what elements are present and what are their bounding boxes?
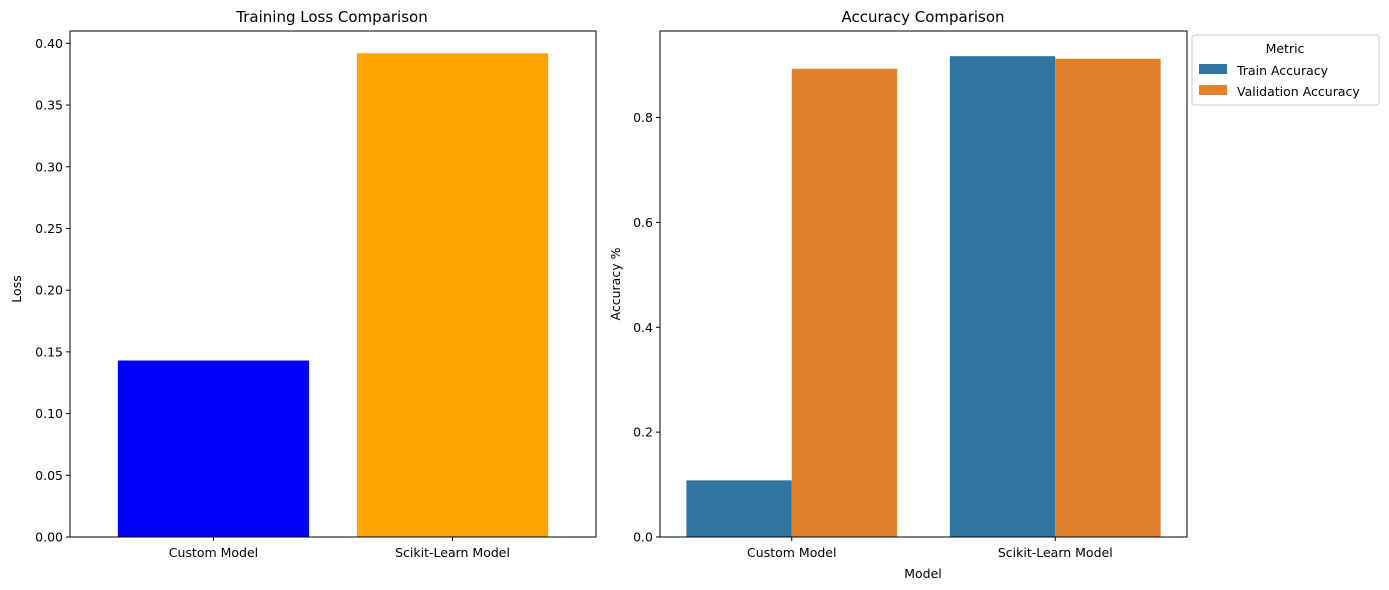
y-tick-label: 0.40 [35,36,63,51]
accuracy-chart: Accuracy Comparison 0.0 0.2 0.4 0.6 0.8 Cust… [608,8,1188,581]
y-tick-label: 0.35 [35,98,63,113]
y-tick-label: 0.6 [633,215,653,230]
loss-plot-frame [69,30,597,538]
legend-box [1191,34,1380,106]
y-tick-label: 0.15 [35,344,63,359]
loss-bar-custom-model [117,360,310,537]
bar-validation-accuracy-custom-model [791,68,898,538]
loss-x-ticks: Custom Model Scikit-Learn Model [169,537,510,560]
legend-swatch-validation [1199,85,1227,95]
x-tick-label: Custom Model [169,545,258,560]
loss-chart-title: Training Loss Comparison [235,8,427,26]
accuracy-bars [686,56,1161,538]
legend-swatch-train [1199,64,1227,74]
accuracy-chart-title: Accuracy Comparison [841,8,1004,26]
loss-y-axis-label: Loss [9,275,24,302]
legend-title: Metric [1266,41,1305,56]
y-tick-label: 0.00 [35,530,63,545]
accuracy-y-axis-label: Accuracy % [608,247,623,320]
x-tick-label: Scikit-Learn Model [998,545,1113,560]
accuracy-plot-frame [659,30,1188,538]
loss-bars [117,53,549,538]
y-tick-label: 0.4 [633,320,653,335]
loss-bar-scikit-learn-model [356,53,549,538]
y-tick-label: 0.0 [633,530,653,545]
y-tick-label: 0.10 [35,406,63,421]
accuracy-x-axis-label: Model [904,566,942,581]
accuracy-x-ticks: Custom Model Scikit-Learn Model [747,537,1113,560]
legend-label-train: Train Accuracy [1236,63,1329,78]
x-tick-label: Custom Model [747,545,836,560]
y-tick-label: 0.25 [35,221,63,236]
accuracy-y-ticks: 0.0 0.2 0.4 0.6 0.8 [633,110,660,545]
y-tick-label: 0.05 [35,468,63,483]
loss-chart: Training Loss Comparison 0.00 0.05 0.10 0.1… [9,8,597,560]
bar-validation-accuracy-scikit-learn-model [1055,58,1161,537]
y-tick-label: 0.2 [633,425,653,440]
legend-label-validation: Validation Accuracy [1237,84,1360,99]
bar-train-accuracy-scikit-learn-model [949,56,1056,537]
y-tick-label: 0.8 [633,110,653,125]
y-tick-label: 0.30 [35,159,63,174]
bar-train-accuracy-custom-model [686,480,792,537]
legend: Metric Train Accuracy Validation Accurac… [1191,34,1380,106]
loss-y-ticks: 0.00 0.05 0.10 0.15 0.20 0.25 0.30 0.35 0.40 [35,36,70,545]
x-tick-label: Scikit-Learn Model [395,545,510,560]
y-tick-label: 0.20 [35,283,63,298]
